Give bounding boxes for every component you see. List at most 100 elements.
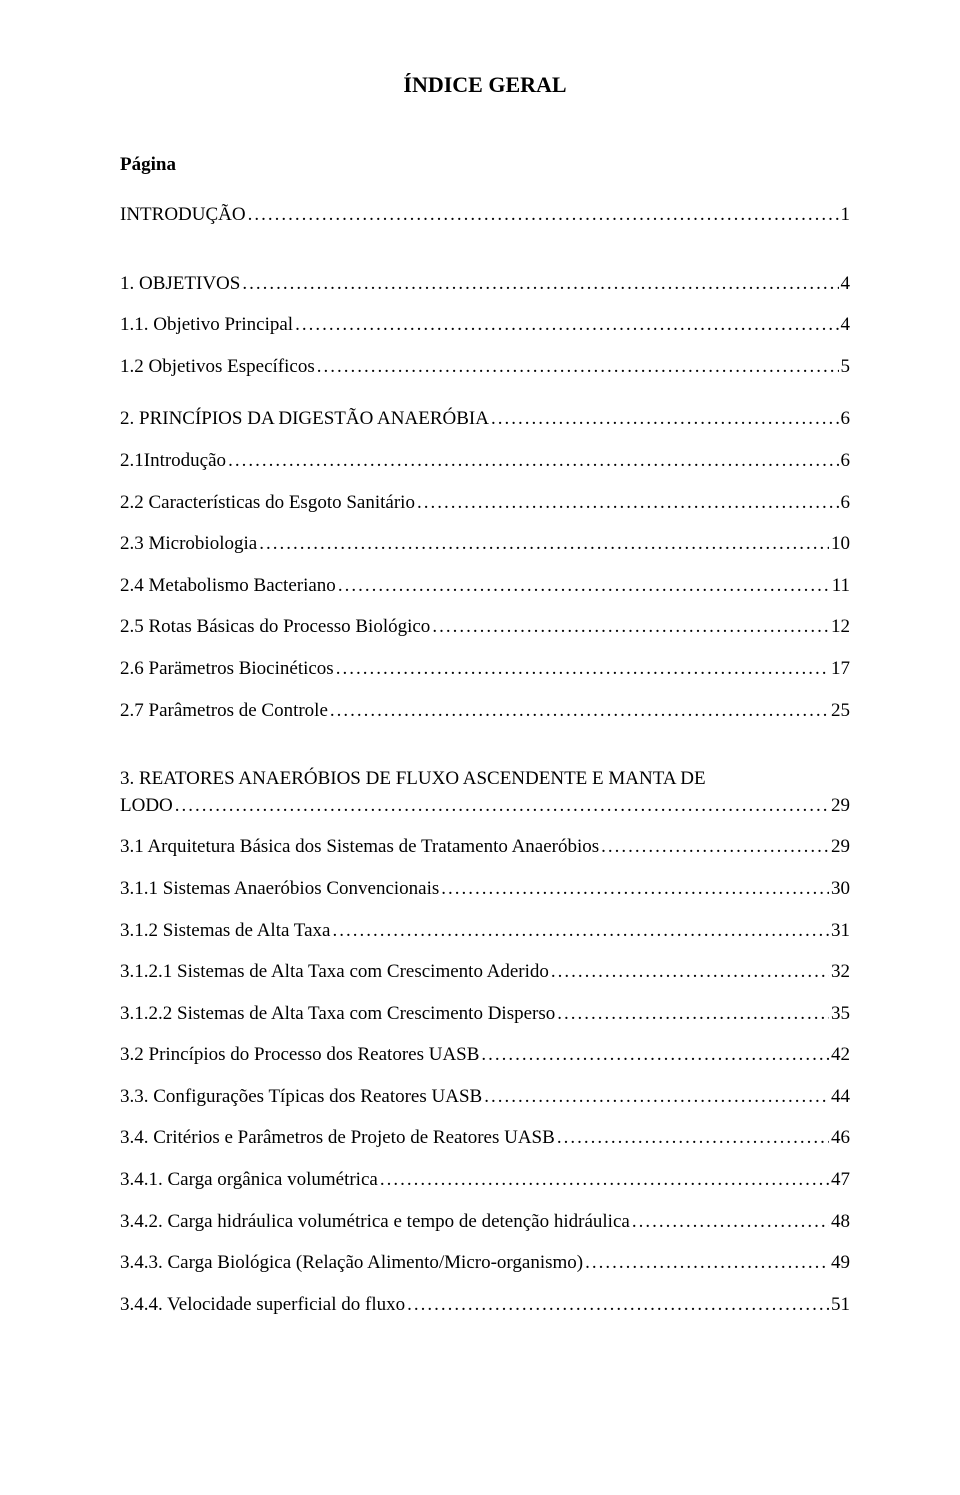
toc-entry-label: 3.1.2 Sistemas de Alta Taxa [120, 918, 330, 945]
toc-entry-label: 3.1.1 Sistemas Anaeróbios Convencionais [120, 876, 439, 903]
toc-entry-label: 3.4.4. Velocidade superficial do fluxo [120, 1292, 405, 1319]
toc-entry: 3.1.1 Sistemas Anaeróbios Convencionais 3… [120, 876, 850, 903]
toc-entry-label: LODO [120, 793, 173, 820]
toc-entry-label: 2. PRINCÍPIOS DA DIGESTÃO ANAERÓBIA [120, 406, 489, 433]
toc-entry-page: 31 [831, 918, 850, 945]
toc-leader-dots [259, 531, 829, 558]
subhead-pagina: Página [120, 154, 850, 176]
toc-entry: 3. REATORES ANAERÓBIOS DE FLUXO ASCENDEN… [120, 766, 850, 819]
toc-entry-page: 35 [831, 1001, 850, 1028]
toc-entry-label: 1.1. Objetivo Principal [120, 312, 293, 339]
toc-entry-label: 3. REATORES ANAERÓBIOS DE FLUXO ASCENDEN… [120, 766, 850, 793]
toc-leader-dots [380, 1167, 829, 1194]
toc-leader-dots [295, 312, 838, 339]
toc-entry-page: 10 [831, 531, 850, 558]
toc-entry: 2.6 Parämetros Biocinéticos 17 [120, 656, 850, 683]
toc-entry: 3.1.2.1 Sistemas de Alta Taxa com Cresci… [120, 959, 850, 986]
toc-entry-label: 1.2 Objetivos Específicos [120, 354, 315, 381]
toc-entry-page: 6 [841, 490, 851, 517]
toc-entry-page: 49 [831, 1250, 850, 1277]
toc-entry-page: 51 [831, 1292, 850, 1319]
toc-leader-dots [317, 354, 839, 381]
toc-entry-page: 17 [831, 656, 850, 683]
toc-entry-label: 3.4.3. Carga Biológica (Relação Alimento… [120, 1250, 583, 1277]
toc-entry-label: 3.4.1. Carga orgânica volumétrica [120, 1167, 378, 1194]
toc-entry-page: 29 [831, 793, 850, 820]
toc-entry-page: 32 [831, 959, 850, 986]
toc-leader-dots [417, 490, 839, 517]
toc-entry-label: 2.4 Metabolismo Bacteriano [120, 573, 336, 600]
toc-entry: 2.1Introdução 6 [120, 448, 850, 475]
toc-entry-label: 3.2 Princípios do Processo dos Reatores … [120, 1042, 479, 1069]
toc-leader-dots [330, 698, 829, 725]
toc-entry-page: 48 [831, 1209, 850, 1236]
toc-entry: 3.1.2 Sistemas de Alta Taxa 31 [120, 918, 850, 945]
toc-entry-label: 3.1 Arquitetura Básica dos Sistemas de T… [120, 834, 599, 861]
document-title: ÍNDICE GERAL [120, 72, 850, 98]
toc-leader-dots [481, 1042, 829, 1069]
toc-entry-label: 2.2 Características do Esgoto Sanitário [120, 490, 415, 517]
toc-entry-label: 3.4.2. Carga hidráulica volumétrica e te… [120, 1209, 630, 1236]
toc-entry: 2.2 Características do Esgoto Sanitário 6 [120, 490, 850, 517]
toc-leader-dots [242, 271, 838, 298]
toc-entry: 3.3. Configurações Típicas dos Reatores … [120, 1084, 850, 1111]
toc-entry-label: 2.3 Microbiologia [120, 531, 257, 558]
toc-leader-dots [557, 1125, 829, 1152]
toc-leader-dots [551, 959, 829, 986]
toc-entry-page: 4 [841, 271, 851, 298]
toc-leader-dots [228, 448, 838, 475]
toc-entry: 2.4 Metabolismo Bacteriano 11 [120, 573, 850, 600]
toc-leader-dots [557, 1001, 829, 1028]
toc-entry-label: 2.6 Parämetros Biocinéticos [120, 656, 334, 683]
toc-entry-label: 1. OBJETIVOS [120, 271, 240, 298]
toc-entry-page: 1 [841, 202, 851, 229]
toc-entry-page: 42 [831, 1042, 850, 1069]
toc-entry-page: 12 [831, 614, 850, 641]
toc-leader-dots [175, 793, 829, 820]
toc-entry: 1. OBJETIVOS 4 [120, 271, 850, 298]
toc-entry-label: INTRODUÇÃO [120, 202, 246, 229]
toc-leader-dots [632, 1209, 829, 1236]
toc-leader-dots [585, 1250, 829, 1277]
toc-entry: 2.7 Parâmetros de Controle 25 [120, 698, 850, 725]
toc-entry: INTRODUÇÃO 1 [120, 202, 850, 229]
toc-entry: 2.3 Microbiologia 10 [120, 531, 850, 558]
toc-leader-dots [338, 573, 830, 600]
toc-leader-dots [484, 1084, 829, 1111]
toc-entry-page: 47 [831, 1167, 850, 1194]
toc-entry-page: 44 [831, 1084, 850, 1111]
toc-leader-dots [441, 876, 829, 903]
toc-entry-label: 3.3. Configurações Típicas dos Reatores … [120, 1084, 482, 1111]
toc-entry: 3.1.2.2 Sistemas de Alta Taxa com Cresci… [120, 1001, 850, 1028]
toc-entry-label: 2.7 Parâmetros de Controle [120, 698, 328, 725]
toc-entry-page: 5 [841, 354, 851, 381]
toc-entry: 2. PRINCÍPIOS DA DIGESTÃO ANAERÓBIA 6 [120, 406, 850, 433]
toc-entry-page: 30 [831, 876, 850, 903]
toc-container: INTRODUÇÃO11. OBJETIVOS41.1. Objetivo Pr… [120, 202, 850, 1318]
toc-entry-page: 46 [831, 1125, 850, 1152]
toc-entry-page: 4 [841, 312, 851, 339]
toc-entry-page: 25 [831, 698, 850, 725]
toc-entry: 3.1 Arquitetura Básica dos Sistemas de T… [120, 834, 850, 861]
toc-entry: 3.4.1. Carga orgânica volumétrica 47 [120, 1167, 850, 1194]
toc-entry-page: 6 [841, 406, 851, 433]
toc-entry: 1.2 Objetivos Específicos 5 [120, 354, 850, 381]
toc-entry-page: 11 [832, 573, 850, 600]
toc-entry: 2.5 Rotas Básicas do Processo Biológico1… [120, 614, 850, 641]
toc-entry: 3.4. Critérios e Parâmetros de Projeto d… [120, 1125, 850, 1152]
toc-leader-dots [336, 656, 829, 683]
toc-leader-dots [432, 614, 829, 641]
toc-entry: 3.4.4. Velocidade superficial do fluxo 51 [120, 1292, 850, 1319]
toc-entry: 1.1. Objetivo Principal 4 [120, 312, 850, 339]
toc-entry-label: 3.4. Critérios e Parâmetros de Projeto d… [120, 1125, 555, 1152]
toc-leader-dots [332, 918, 829, 945]
toc-leader-dots [248, 202, 839, 229]
toc-entry-label: 3.1.2.2 Sistemas de Alta Taxa com Cresci… [120, 1001, 555, 1028]
toc-leader-dots [601, 834, 829, 861]
toc-entry-line2: LODO 29 [120, 793, 850, 820]
toc-entry-label: 2.1Introdução [120, 448, 226, 475]
toc-leader-dots [491, 406, 839, 433]
toc-entry-page: 6 [841, 448, 851, 475]
toc-entry-page: 29 [831, 834, 850, 861]
toc-entry-label: 3.1.2.1 Sistemas de Alta Taxa com Cresci… [120, 959, 549, 986]
